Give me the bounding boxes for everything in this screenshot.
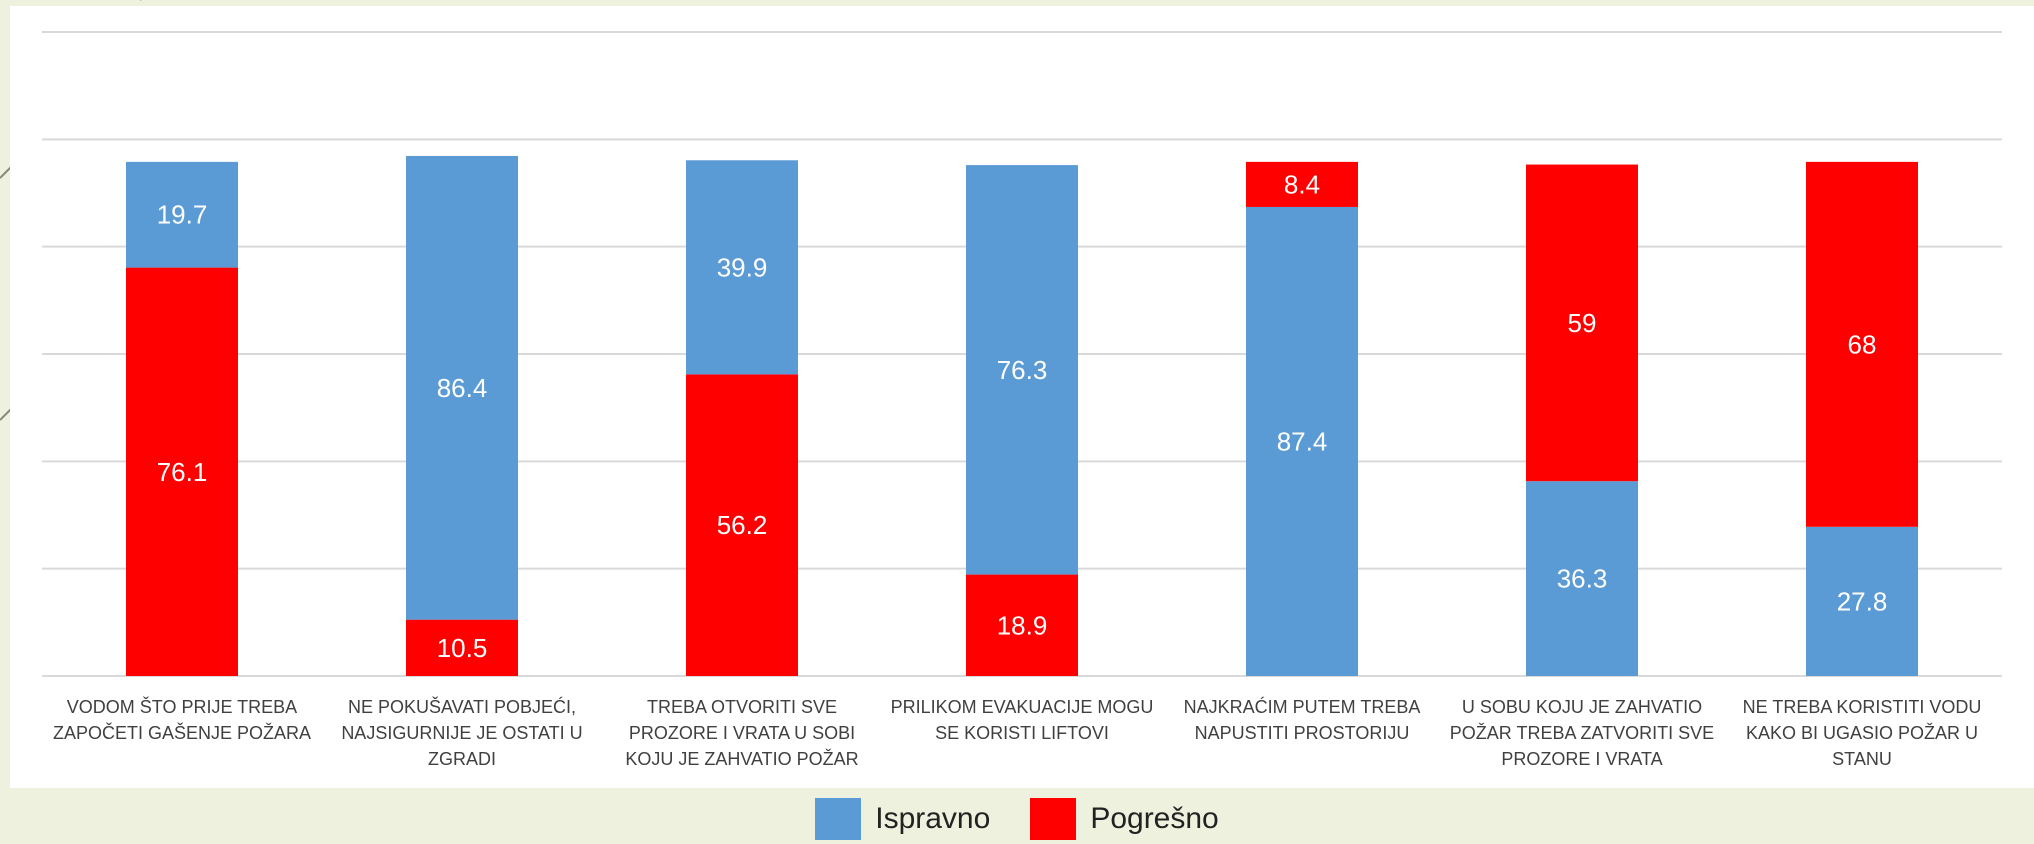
category-label-1: VODOM ŠTO PRIJE TREBA ZAPOČETI GAŠENJE P… bbox=[52, 697, 312, 743]
legend-item-ispravno: Ispravno bbox=[815, 798, 990, 840]
data-label: 36.3 bbox=[1557, 564, 1608, 594]
category-label-7: NE TREBA KORISTITI VODU KAKO BI UGASIO P… bbox=[1742, 697, 1982, 769]
category-label-5: NAJKRAĆIM PUTEM TREBA NAPUSTITI PROSTORI… bbox=[1183, 697, 1421, 743]
data-label: 76.1 bbox=[157, 457, 208, 487]
data-label: 8.4 bbox=[1284, 169, 1320, 199]
legend-label-pogresno: Pogrešno bbox=[1090, 802, 1219, 835]
data-label: 18.9 bbox=[997, 610, 1048, 640]
data-label: 27.8 bbox=[1837, 586, 1888, 616]
bar-segment-ispravno-2 bbox=[406, 155, 518, 620]
data-label: 86.4 bbox=[437, 373, 488, 403]
category-label-6: U SOBU KOJU JE ZAHVATIO POŽAR TREBA ZATV… bbox=[1449, 697, 1715, 769]
bar-segment-pogresno-6 bbox=[1526, 164, 1638, 482]
bar-segment-ispravno-3 bbox=[686, 160, 798, 375]
data-label: 56.2 bbox=[717, 510, 768, 540]
bar-segment-ispravno-4 bbox=[966, 165, 1078, 575]
data-label: 59 bbox=[1568, 308, 1597, 338]
data-label: 19.7 bbox=[157, 200, 208, 230]
category-label-4: PRILIKOM EVAKUACIJE MOGU SE KORISTI LIFT… bbox=[890, 697, 1154, 743]
data-label: 87.4 bbox=[1277, 426, 1328, 456]
bar-segment-pogresno-7 bbox=[1806, 161, 1918, 527]
bar-segment-pogresno-3 bbox=[686, 374, 798, 676]
bar-segment-pogresno-4 bbox=[966, 574, 1078, 676]
data-label: 76.3 bbox=[997, 355, 1048, 385]
bar-segment-ispravno-1 bbox=[126, 161, 238, 268]
legend-swatch-ispravno bbox=[815, 798, 862, 840]
legend-item-pogresno: Pogrešno bbox=[1030, 798, 1219, 840]
data-label: 10.5 bbox=[437, 633, 488, 663]
bar-segment-pogresno-1 bbox=[126, 267, 238, 676]
data-label: 68 bbox=[1848, 329, 1877, 359]
category-label-3: TREBA OTVORITI SVE PROZORE I VRATA U SOB… bbox=[625, 697, 859, 769]
bar-segment-pogresno-5 bbox=[1246, 161, 1358, 207]
legend-swatch-pogresno bbox=[1030, 798, 1077, 840]
data-label: 39.9 bbox=[717, 252, 768, 282]
legend: Ispravno Pogrešno bbox=[0, 794, 2034, 844]
category-label-2: NE POKUŠAVATI POBJEĆI, NAJSIGURNIJE JE O… bbox=[341, 697, 583, 769]
bar-segment-ispravno-6 bbox=[1526, 481, 1638, 676]
bars bbox=[126, 155, 1918, 676]
bar-segment-ispravno-5 bbox=[1246, 206, 1358, 676]
bar-segment-pogresno-2 bbox=[406, 619, 518, 676]
bar-segment-ispravno-7 bbox=[1806, 526, 1918, 676]
legend-label-ispravno: Ispravno bbox=[875, 802, 991, 835]
data-labels: 76.1 19.7 10.5 86.4 56.2 39.9 18.9 76.3 87.4 8.4 3… bbox=[157, 169, 1888, 662]
